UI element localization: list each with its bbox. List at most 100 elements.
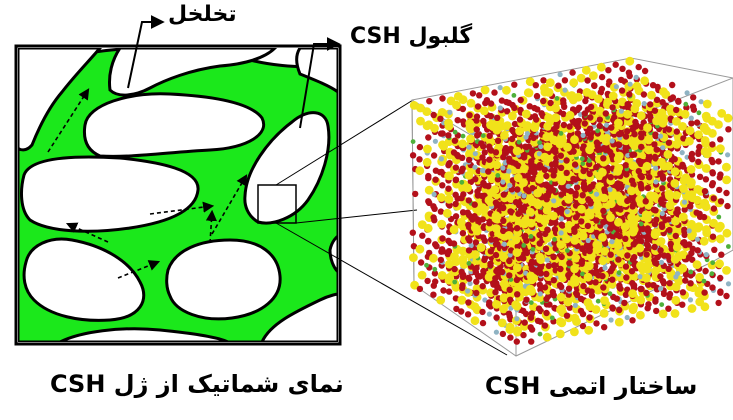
atom xyxy=(528,310,536,317)
atom xyxy=(723,292,730,300)
atom xyxy=(543,172,550,180)
atom xyxy=(423,223,433,233)
atom xyxy=(502,85,511,95)
atom xyxy=(679,150,685,156)
atom xyxy=(497,85,503,91)
atom xyxy=(430,152,438,159)
atom xyxy=(523,296,530,303)
atom xyxy=(591,305,601,314)
atom xyxy=(499,253,509,262)
atom xyxy=(542,332,552,342)
atom xyxy=(452,200,459,208)
atom xyxy=(486,220,493,227)
atom xyxy=(492,300,501,309)
atom xyxy=(511,300,521,309)
atom xyxy=(578,257,586,265)
atom xyxy=(432,278,439,285)
atom xyxy=(685,136,694,146)
atom xyxy=(526,284,535,294)
atom xyxy=(624,128,631,135)
atom xyxy=(544,88,554,97)
atom xyxy=(694,130,703,140)
atom xyxy=(666,104,675,114)
atom xyxy=(561,77,569,84)
atom xyxy=(599,272,606,280)
atom xyxy=(701,164,711,173)
atom xyxy=(593,320,600,327)
atom xyxy=(638,285,645,293)
atom xyxy=(717,109,727,118)
atom xyxy=(416,103,425,113)
atom xyxy=(410,280,419,290)
atom xyxy=(525,207,535,217)
atom xyxy=(507,145,515,152)
atom xyxy=(652,131,659,138)
atom xyxy=(606,213,615,222)
atom xyxy=(701,278,707,284)
atom xyxy=(426,249,433,257)
atom xyxy=(575,104,583,112)
atom xyxy=(709,284,716,291)
atom xyxy=(492,236,500,244)
atom xyxy=(597,62,606,72)
atom xyxy=(544,113,553,123)
atom xyxy=(470,316,480,326)
atom xyxy=(535,174,544,184)
atom xyxy=(587,134,594,141)
atom xyxy=(603,97,613,107)
atom xyxy=(709,169,716,176)
atom xyxy=(466,98,476,108)
atom xyxy=(485,183,492,190)
atom xyxy=(651,153,659,161)
atom xyxy=(497,318,507,328)
atom xyxy=(593,217,600,224)
atom xyxy=(686,228,692,234)
atom xyxy=(692,195,702,205)
atom xyxy=(587,183,594,191)
atom xyxy=(520,331,527,339)
atom xyxy=(577,307,585,315)
atom xyxy=(436,193,446,202)
atom xyxy=(665,126,673,133)
atom xyxy=(521,319,528,326)
atom xyxy=(724,202,731,210)
atom xyxy=(499,279,509,289)
atom xyxy=(571,161,579,168)
atom xyxy=(471,201,478,208)
atom xyxy=(472,239,480,246)
atom xyxy=(602,133,611,143)
atom xyxy=(609,104,616,111)
atom xyxy=(450,240,458,247)
atom xyxy=(423,144,432,154)
atom xyxy=(511,235,521,245)
atom xyxy=(471,250,480,259)
atom xyxy=(681,226,688,233)
atom xyxy=(550,172,557,179)
atom xyxy=(657,157,666,167)
atom xyxy=(430,291,437,298)
atom xyxy=(505,310,513,317)
atom xyxy=(723,113,733,123)
atom xyxy=(600,155,607,162)
atom xyxy=(552,237,557,242)
atom xyxy=(681,239,688,246)
atom xyxy=(499,268,506,276)
atom xyxy=(670,255,680,264)
atom xyxy=(587,90,597,100)
atom xyxy=(572,190,579,197)
atom xyxy=(637,274,643,280)
atom xyxy=(580,180,588,188)
atom xyxy=(522,232,529,240)
atom xyxy=(587,103,595,111)
atom xyxy=(683,101,689,107)
atom xyxy=(644,184,652,192)
atom xyxy=(437,130,445,137)
atom xyxy=(538,143,544,150)
atom xyxy=(440,287,447,294)
atom xyxy=(526,271,536,281)
atom xyxy=(481,149,488,156)
atom xyxy=(679,184,688,193)
atom xyxy=(525,77,535,87)
atom xyxy=(613,205,621,212)
atom xyxy=(581,120,588,127)
